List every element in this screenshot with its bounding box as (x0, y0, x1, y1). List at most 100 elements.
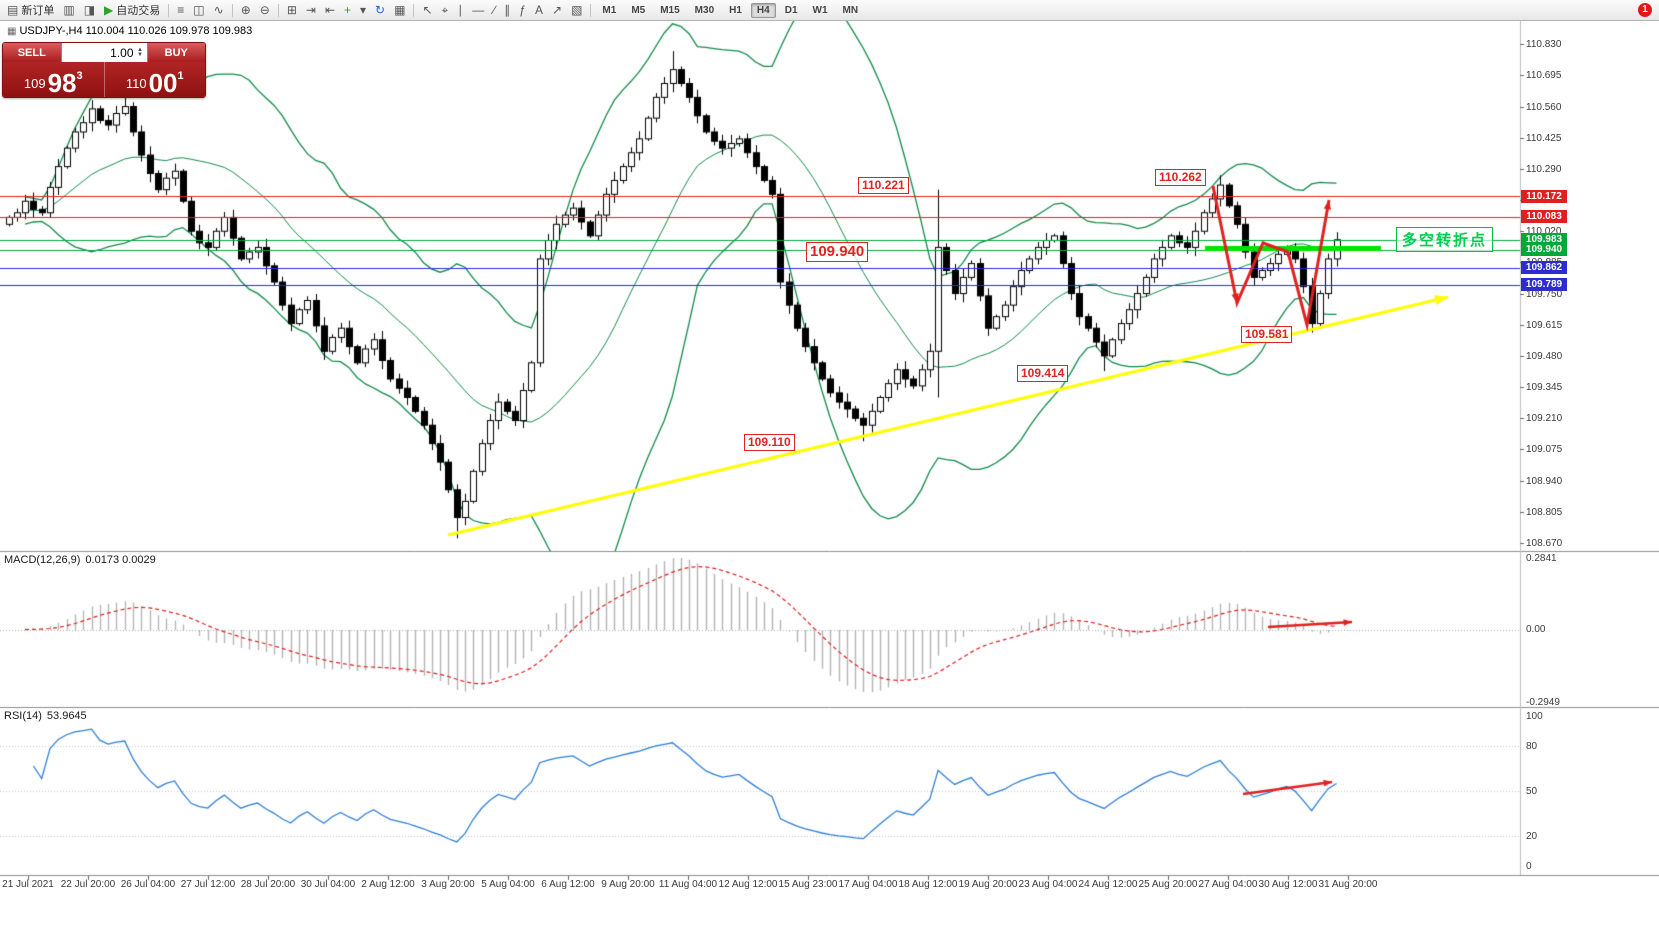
volume-input[interactable]: 1.00 ▲ ▼ (60, 43, 148, 62)
timeframe-m30-button[interactable]: M30 (694, 4, 715, 16)
toolbar-separator (277, 3, 279, 17)
time-label: 27 Aug 04:00 (1198, 879, 1258, 890)
shapes-icon[interactable]: ▧ (567, 1, 586, 20)
arrows-icon[interactable]: ↗ (548, 1, 566, 20)
toolbar-separator (231, 3, 233, 17)
macd-scale-min: -0.2949 (1526, 697, 1560, 708)
crosshair-icon[interactable]: ⌖ (438, 1, 453, 20)
price-tick-label: 110.020 (1526, 226, 1562, 238)
macd-scale-max: 0.2841 (1526, 553, 1557, 564)
buy-button[interactable]: BUY (147, 43, 205, 62)
spinner-up-icon[interactable]: ▲ (137, 46, 143, 53)
trendline-icon: ∕ (493, 3, 496, 17)
price-tick-label: 110.695 (1526, 70, 1562, 82)
sell-price-main: 98 (47, 67, 77, 98)
price-tag: 109.983 (1521, 233, 1567, 247)
time-label: 24 Aug 12:00 (1078, 879, 1138, 890)
channel-icon[interactable]: ∥ (500, 1, 514, 20)
tile-windows-icon[interactable]: ⊞ (283, 1, 301, 20)
chart-shift-icon[interactable]: ⇤ (321, 1, 339, 20)
refresh-icon[interactable]: ↻ (371, 1, 389, 20)
timeframe-mn-button[interactable]: MN (842, 4, 859, 16)
sell-price-display[interactable]: 109 98 3 (3, 62, 105, 97)
new-chart-icon: + (344, 3, 352, 17)
text-icon[interactable]: A (531, 1, 547, 20)
time-label: 18 Aug 12:00 (898, 879, 958, 890)
timeframe-h4-button[interactable]: H4 (750, 2, 776, 18)
timeframe-d1-button[interactable]: D1 (784, 4, 798, 16)
macd-values: 0.0173 0.0029 (85, 554, 156, 566)
sell-button[interactable]: SELL (3, 43, 61, 62)
macd-panel-title: MACD(12,26,9) 0.0173 0.0029 (4, 554, 156, 566)
symbol-ohlc-line: ▦ USDJPY-,H4 110.004 110.026 109.978 109.… (7, 25, 252, 37)
zoom-out-icon: ⊖ (259, 3, 270, 17)
notification-badge[interactable]: 1 (1638, 3, 1652, 17)
autotrading-button-label: 自动交易 (116, 5, 161, 17)
time-label: 9 Aug 20:00 (601, 879, 655, 890)
time-label: 25 Aug 20:00 (1138, 879, 1198, 890)
time-label: 30 Aug 12:00 (1258, 879, 1318, 890)
price-tick-label: 110.560 (1526, 101, 1562, 113)
bar-chart-icon[interactable]: ≡ (173, 1, 188, 20)
new-order-button[interactable]: ▤ 新订单 (3, 1, 58, 20)
buy-price-display[interactable]: 110 00 1 (105, 62, 206, 97)
autotrading-button[interactable]: ▶ 自动交易 (100, 1, 164, 20)
horizontal-line-icon: ― (472, 3, 485, 17)
time-label: 30 Jul 04:00 (300, 879, 356, 890)
time-label: 2 Aug 12:00 (361, 879, 415, 890)
zoom-in-icon: ⊕ (240, 3, 251, 17)
line-chart-icon: ∿ (213, 3, 224, 17)
horizontal-line-icon[interactable]: ― (468, 1, 488, 20)
rsi-scale-label: 80 (1526, 741, 1538, 752)
zoom-out-icon[interactable]: ⊖ (256, 1, 274, 20)
trendline-icon[interactable]: ∕ (489, 1, 499, 20)
timeframe-w1-button[interactable]: W1 (812, 4, 828, 16)
price-tick-label: 109.615 (1526, 319, 1563, 331)
cursor-icon[interactable]: ↖ (418, 1, 436, 20)
new-order-button-label: 新订单 (21, 5, 55, 17)
price-tick-label: 108.805 (1526, 506, 1563, 518)
price-tick-label: 110.830 (1526, 39, 1562, 51)
vertical-line-icon[interactable]: ∣ (453, 1, 467, 20)
toolbar-separator (590, 3, 592, 17)
auto-scroll-icon: ⇥ (305, 3, 316, 17)
new-chart-icon[interactable]: + (340, 1, 355, 20)
auto-scroll-icon[interactable]: ⇥ (302, 1, 320, 20)
zoom-in-icon[interactable]: ⊕ (237, 1, 255, 20)
charts-icon[interactable]: ▥ (59, 1, 78, 20)
toolbar-separator (168, 3, 170, 17)
main-toolbar: ▤ 新订单 ▥ ◨ ▶ 自动交易 ≡ ◫ ∿ ⊕ ⊖ ⊞ ⇥ ⇤ + ▾ ↻ ▦ ↖ ⌖ ∣ ― ∕ ∥ ƒ A ↗ ▧ M1 M5 M15… (0, 0, 1659, 21)
price-tick-label: 110.290 (1526, 163, 1562, 175)
price-tick-label: 109.210 (1526, 413, 1563, 425)
shapes-icon: ▧ (571, 3, 583, 17)
timeframe-m5-button[interactable]: M5 (631, 4, 646, 16)
price-tick-label: 110.425 (1526, 132, 1562, 144)
crosshair-icon: ⌖ (441, 3, 449, 17)
time-label: 11 Aug 04:00 (658, 879, 718, 890)
templates-icon: ▦ (394, 3, 406, 17)
fibonacci-icon[interactable]: ƒ (515, 1, 530, 20)
line-chart-icon[interactable]: ∿ (210, 1, 228, 20)
candlestick-chart-icon[interactable]: ◫ (189, 1, 208, 20)
rsi-label: RSI(14) (4, 710, 42, 722)
spinner-down-icon[interactable]: ▼ (137, 51, 143, 58)
templates-icon[interactable]: ▦ (390, 1, 409, 20)
fibonacci-icon: ƒ (519, 3, 526, 17)
market-watch-icon[interactable]: ◨ (80, 1, 99, 20)
timeframe-m1-button[interactable]: M1 (602, 4, 617, 16)
price-tick-label: 109.750 (1526, 288, 1563, 300)
volume-spinner[interactable]: ▲ ▼ (135, 43, 146, 62)
chart-dropdown-icon: ▾ (360, 3, 367, 17)
time-label: 15 Aug 23:00 (778, 879, 838, 890)
chart-dropdown-icon[interactable]: ▾ (356, 1, 370, 20)
one-click-trading-widget: SELL 1.00 ▲ ▼ BUY 109 98 3 110 00 1 (2, 42, 206, 98)
bar-chart-icon: ≡ (177, 3, 185, 17)
rsi-scale-label: 20 (1526, 831, 1538, 842)
time-label: 17 Aug 04:00 (838, 879, 898, 890)
time-label: 21 Jul 2021 (2, 879, 54, 890)
timeframe-h1-button[interactable]: H1 (729, 4, 742, 16)
timeframe-m15-button[interactable]: M15 (660, 4, 680, 16)
price-tick-label: 108.670 (1526, 537, 1563, 549)
pivot-point-label: 多空转折点 (1396, 227, 1494, 252)
